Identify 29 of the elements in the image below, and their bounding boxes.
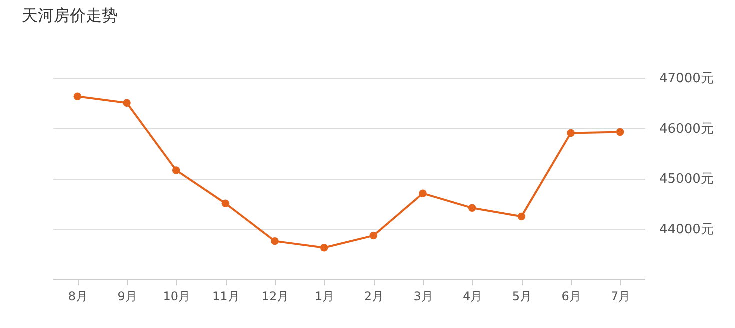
point (123, 99, 131, 107)
x-tick-label: 6月 (562, 290, 582, 304)
x-tick-label: 8月 (68, 290, 88, 304)
x-tick-label: 3月 (414, 290, 434, 304)
point (616, 128, 624, 136)
point (271, 237, 279, 246)
x-tick-label: 1月 (315, 290, 335, 304)
y-tick-label: 46000元 (660, 122, 714, 137)
x-tick-label: 10月 (163, 290, 190, 304)
x-tick-label: 5月 (512, 290, 532, 304)
x-tick-label: 11月 (212, 290, 240, 304)
point (419, 190, 427, 198)
x-tick-label: 4月 (463, 290, 483, 304)
point (468, 204, 476, 212)
point (518, 212, 526, 221)
x-tick-label: 2月 (364, 290, 384, 304)
y-tick-label: 47000元 (660, 72, 714, 86)
y-tick-label: 44000元 (660, 222, 714, 238)
x-tick-label: 9月 (118, 290, 138, 304)
chart-title: 天河房价走势 (22, 6, 118, 25)
point (222, 200, 230, 208)
point (370, 232, 378, 240)
point (320, 244, 328, 252)
x-tick-label: 7月 (611, 290, 631, 304)
point (74, 92, 82, 100)
y-tick-label: 45000元 (660, 172, 714, 187)
point (567, 129, 575, 138)
point (172, 166, 180, 174)
x-tick-label: 12月 (262, 290, 290, 304)
